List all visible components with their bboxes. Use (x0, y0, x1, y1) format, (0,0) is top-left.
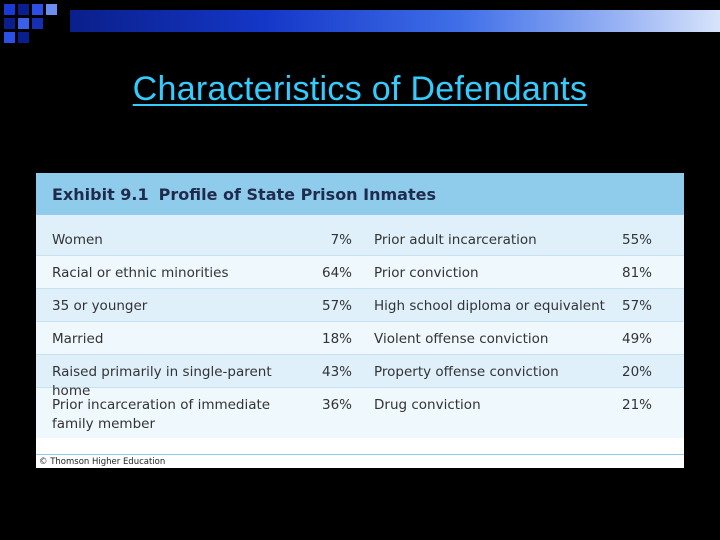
row-right-label: Prior conviction (374, 265, 479, 281)
row-left-value: 7% (330, 232, 352, 248)
row-right-label: Drug conviction (374, 397, 481, 413)
table-row: 35 or younger 57% High school diploma or… (36, 289, 684, 322)
table-row: Married 18% Violent offense conviction 4… (36, 322, 684, 355)
row-right-label: Property offense conviction (374, 364, 559, 380)
decorative-square (32, 18, 43, 29)
row-right-label: Violent offense conviction (374, 331, 549, 347)
exhibit-rows: Women 7% Prior adult incarceration 55% R… (36, 215, 684, 438)
row-right-value: 49% (621, 331, 652, 347)
decorative-top-band (0, 0, 720, 46)
row-left-label: 35 or younger (52, 298, 148, 314)
row-right-value: 20% (621, 364, 652, 380)
decorative-square (32, 4, 43, 15)
row-left-value: 57% (321, 298, 352, 314)
row-right-label: Prior adult incarceration (374, 232, 537, 248)
decorative-square (46, 4, 57, 15)
row-right-label: High school diploma or equivalent (374, 298, 605, 314)
row-left-label: Prior incarceration of immediate family … (52, 397, 271, 432)
table-row: Prior incarceration of immediate family … (36, 388, 684, 438)
decorative-square (18, 18, 29, 29)
decorative-square (4, 32, 15, 43)
row-left-value: 64% (321, 265, 352, 281)
row-right-value: 81% (621, 265, 652, 281)
table-row: Racial or ethnic minorities 64% Prior co… (36, 256, 684, 289)
row-right-value: 55% (621, 232, 652, 248)
exhibit-title: Profile of State Prison Inmates (158, 184, 436, 204)
row-left-value: 36% (321, 397, 352, 413)
row-left-value: 18% (321, 331, 352, 347)
row-left-label: Raised primarily in single-parent home (52, 364, 272, 399)
exhibit-table: Exhibit 9.1 Profile of State Prison Inma… (36, 173, 684, 468)
row-left-label: Women (52, 232, 103, 248)
decorative-square (18, 32, 29, 43)
table-row: Women 7% Prior adult incarceration 55% (36, 223, 684, 256)
slide-title: Characteristics of Defendants (132, 70, 588, 108)
decorative-square (4, 18, 15, 29)
table-row: Raised primarily in single-parent home 4… (36, 355, 684, 399)
decorative-gradient-bar (70, 10, 720, 32)
row-left-label: Married (52, 331, 104, 347)
decorative-square (4, 4, 15, 15)
row-left-label: Racial or ethnic minorities (52, 265, 229, 281)
exhibit-header: Exhibit 9.1 Profile of State Prison Inma… (36, 173, 684, 215)
copyright-footer: © Thomson Higher Education (36, 454, 684, 468)
exhibit-label: Exhibit 9.1 (52, 184, 149, 204)
decorative-square (18, 4, 29, 15)
row-right-value: 57% (621, 298, 652, 314)
row-left-value: 43% (321, 364, 352, 380)
row-right-value: 21% (621, 397, 652, 413)
